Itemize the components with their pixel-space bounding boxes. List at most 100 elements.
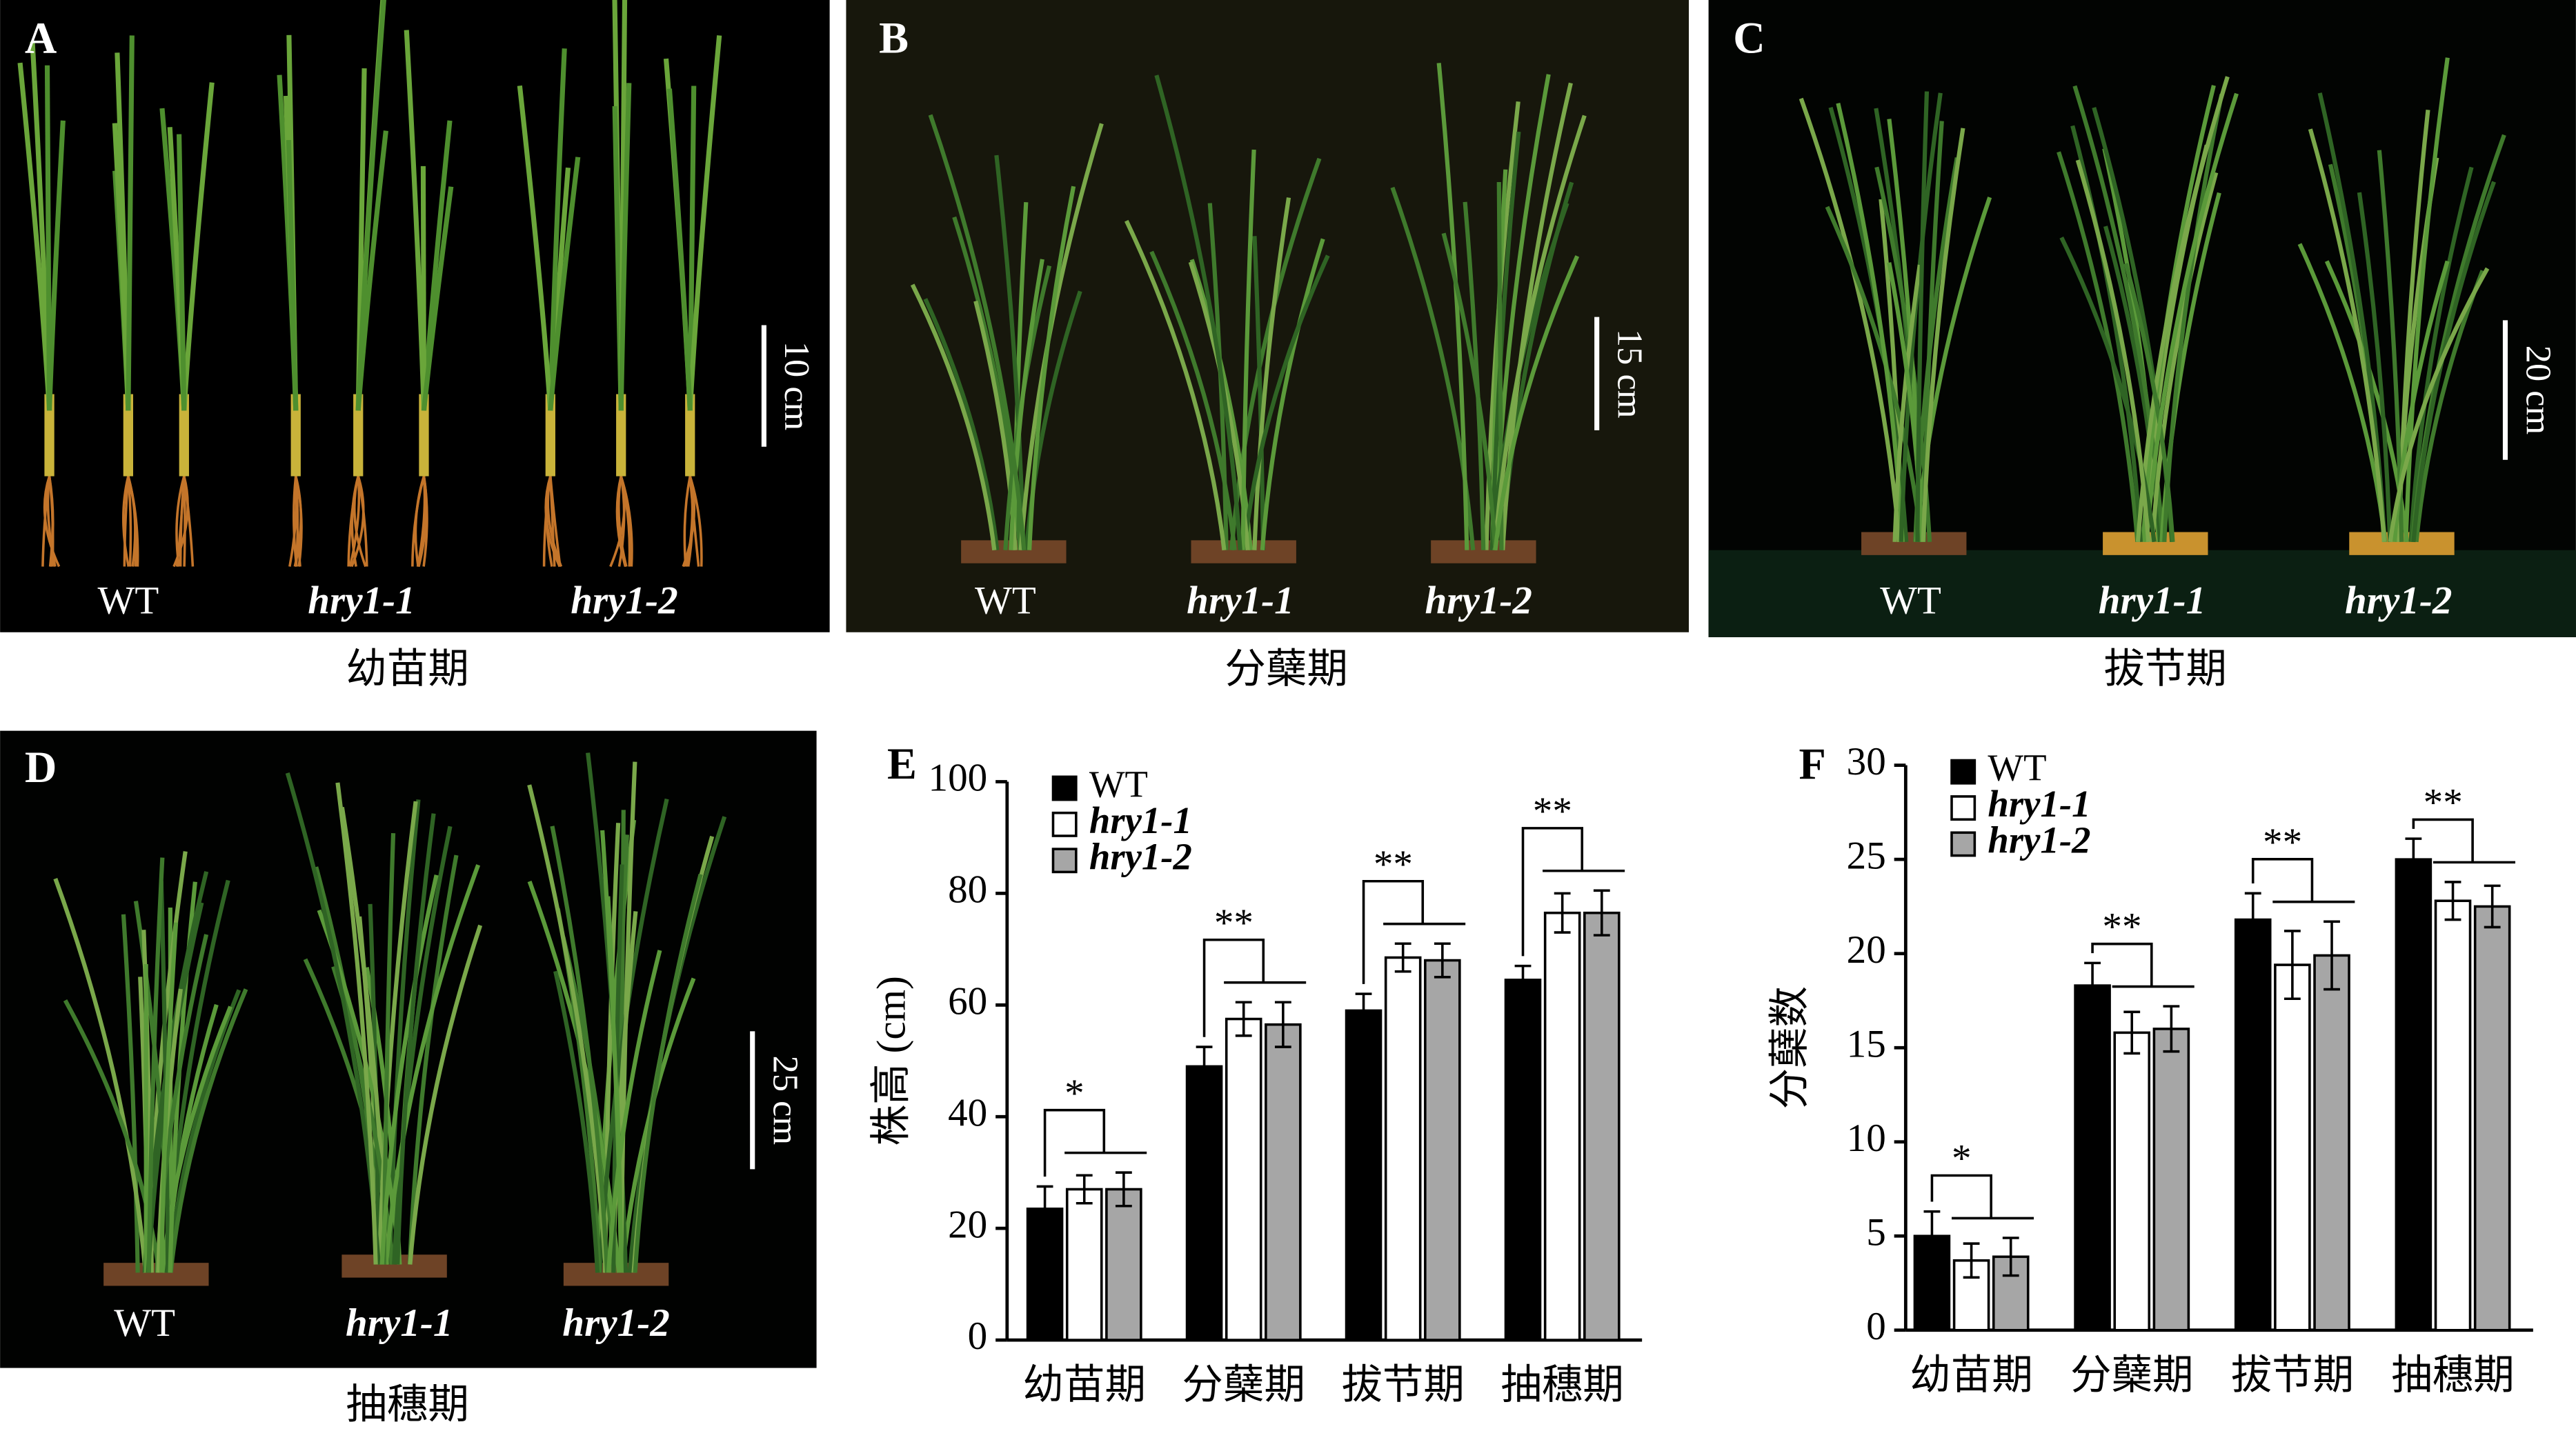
bar — [2074, 984, 2111, 1332]
legend-swatch — [1051, 775, 1078, 801]
leaf — [408, 924, 483, 1265]
leaf — [126, 35, 135, 411]
legend-label: WT — [1988, 747, 2046, 789]
y-tick-label: 30 — [1847, 740, 1886, 783]
root — [350, 476, 365, 568]
leaf — [553, 970, 600, 1273]
x-tick-label: 幼苗期 — [1022, 1362, 1146, 1408]
x-tick-label: 抽穗期 — [1500, 1362, 1624, 1408]
legend-swatch — [1051, 811, 1078, 837]
root — [620, 476, 633, 567]
bar — [1424, 959, 1461, 1341]
y-tick-label: 0 — [968, 1314, 988, 1358]
leaf — [2059, 237, 2157, 543]
leaf — [1493, 255, 1580, 551]
leaf — [1915, 91, 1930, 542]
leaf — [2075, 159, 2151, 543]
legend-label: WT — [1089, 763, 1148, 805]
genotype-label: hry1-1 — [308, 579, 415, 622]
leaf — [1921, 128, 1965, 542]
leaf — [2404, 57, 2450, 542]
leaf — [1149, 250, 1237, 551]
legend-swatch — [1051, 848, 1078, 874]
leaf — [1892, 264, 1922, 542]
legend-swatch — [1950, 831, 1976, 857]
bar — [2395, 858, 2433, 1332]
leaf — [548, 48, 567, 411]
root — [127, 476, 132, 567]
leaf — [928, 114, 1027, 550]
genotype-label: WT — [114, 1301, 175, 1345]
leaf — [600, 830, 624, 1273]
bar — [2152, 1028, 2190, 1332]
y-tick-label: 60 — [948, 979, 987, 1023]
leaf — [146, 857, 165, 1273]
panel-caption: 抽穗期 — [346, 1382, 469, 1428]
significance-bracket — [2091, 942, 2153, 987]
y-tick-label: 20 — [948, 1203, 987, 1246]
leaf — [2123, 263, 2175, 543]
bar — [1583, 911, 1621, 1341]
stem-base — [419, 394, 429, 477]
significance-bracket — [2251, 858, 2314, 902]
leaf — [379, 874, 439, 1265]
root — [546, 476, 553, 567]
significance-label: ** — [1214, 901, 1254, 945]
leaf — [687, 35, 722, 411]
significance-bracket — [1043, 1108, 1106, 1177]
x-tick-label: 分蘖期 — [1182, 1362, 1305, 1408]
panel-letter: C — [1733, 14, 1765, 63]
bar — [1265, 1023, 1302, 1341]
significance-label: ** — [2102, 905, 2141, 949]
bar — [2434, 899, 2472, 1332]
genotype-label: hry1-1 — [2099, 579, 2206, 622]
panel-letter: D — [25, 743, 57, 792]
scale-bar-label: 10 cm — [777, 341, 817, 430]
y-tick-label: 20 — [1847, 928, 1886, 972]
genotype-label: WT — [1880, 579, 1941, 622]
y-tick-label: 10 — [1847, 1117, 1886, 1160]
leaf — [395, 813, 436, 1265]
leaf — [1252, 197, 1291, 550]
bar — [1952, 1259, 1990, 1332]
root — [348, 476, 361, 567]
x-tick-label: 抽穗期 — [2391, 1352, 2515, 1398]
stem-base — [123, 394, 133, 477]
leaf — [1463, 201, 1486, 550]
leaf — [923, 298, 1000, 551]
bar — [1384, 956, 1422, 1341]
leaf — [2308, 128, 2386, 543]
bar — [1543, 911, 1581, 1341]
genotype-label: hry1-2 — [562, 1301, 670, 1345]
leaf — [1436, 63, 1469, 550]
y-tick-label: 40 — [948, 1091, 987, 1134]
bar — [2274, 963, 2311, 1332]
root — [682, 476, 696, 568]
leaf — [1260, 238, 1325, 550]
stem-base — [545, 394, 555, 477]
bar — [1105, 1188, 1142, 1341]
root — [123, 476, 130, 567]
leaf — [1240, 149, 1256, 550]
leaf — [335, 782, 378, 1265]
leaf — [2408, 166, 2474, 543]
legend-label: hry1-1 — [1988, 783, 2090, 825]
y-tick-label: 15 — [1847, 1022, 1886, 1065]
bar — [1065, 1188, 1103, 1341]
leaf — [2144, 92, 2239, 543]
root — [294, 476, 301, 567]
stem-base — [353, 394, 364, 477]
panel-letter: F — [1799, 739, 1826, 788]
genotype-label: hry1-1 — [1187, 579, 1294, 622]
genotype-label: WT — [97, 579, 159, 622]
leaf — [420, 166, 427, 411]
photo-background — [846, 0, 1690, 632]
y-axis-label: 分蘖数 — [1767, 986, 1812, 1110]
leaf — [121, 914, 140, 1273]
leaf — [1009, 259, 1044, 550]
leaf — [377, 801, 418, 1265]
significance-bracket — [1521, 827, 1584, 957]
significance-label: ** — [2424, 781, 2463, 825]
x-tick-label: 拔节期 — [1341, 1362, 1465, 1408]
leaf — [2388, 267, 2490, 543]
